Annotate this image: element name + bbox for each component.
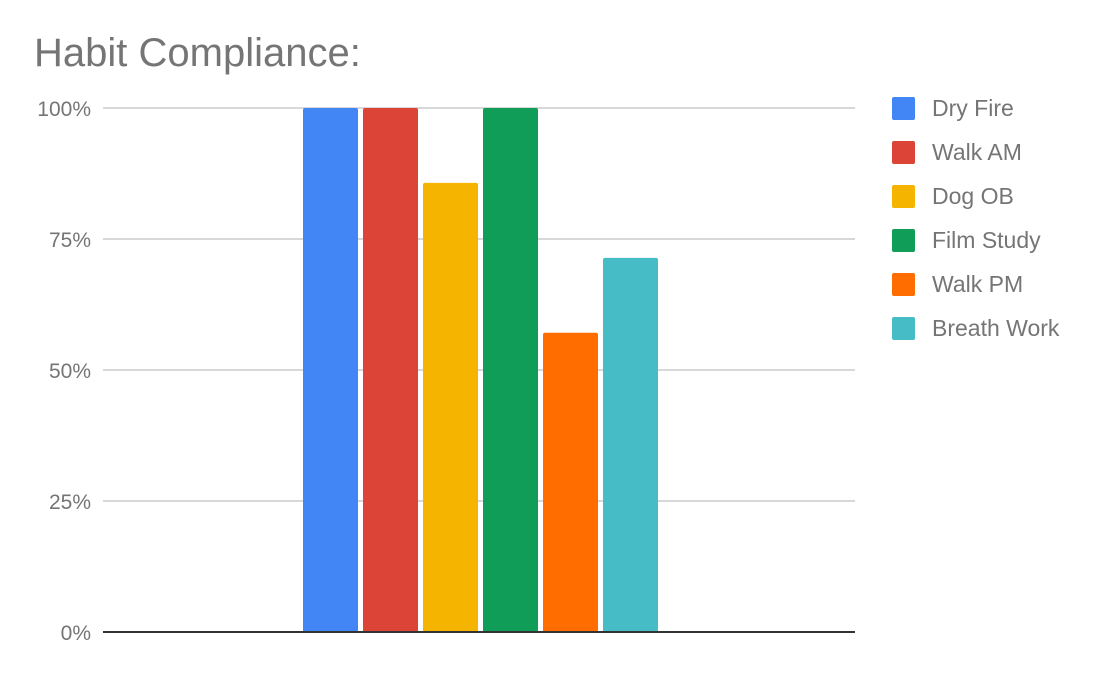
bar-walk-pm xyxy=(543,332,598,632)
y-tick-label: 50% xyxy=(49,360,91,383)
chart-title: Habit Compliance: xyxy=(34,31,361,75)
bar-dry-fire xyxy=(303,108,358,632)
legend-swatch xyxy=(892,229,915,252)
grid-layer: 0% 25% 50% 75% 100% xyxy=(37,98,855,645)
legend-label: Dog OB xyxy=(932,183,1014,209)
bar-breath-work xyxy=(603,257,658,632)
legend-item: Dog OB xyxy=(892,183,1014,209)
y-tick-label: 0% xyxy=(61,622,91,645)
legend-item: Dry Fire xyxy=(892,95,1014,121)
legend-swatch xyxy=(892,97,915,120)
legend-swatch xyxy=(892,273,915,296)
legend-label: Film Study xyxy=(932,227,1041,253)
legend-item: Walk AM xyxy=(892,139,1022,165)
y-tick-label: 100% xyxy=(37,98,91,121)
bar-walk-am xyxy=(363,108,418,632)
legend-item: Film Study xyxy=(892,227,1041,253)
bar-film-study xyxy=(483,108,538,632)
legend-swatch xyxy=(892,141,915,164)
y-tick-label: 75% xyxy=(49,229,91,252)
legend-item: Walk PM xyxy=(892,271,1023,297)
legend-swatch xyxy=(892,185,915,208)
legend-swatch xyxy=(892,317,915,340)
legend-label: Walk AM xyxy=(932,139,1022,165)
bars-layer xyxy=(103,108,855,633)
bar-dog-ob xyxy=(423,182,478,632)
legend: Dry Fire Walk AM Dog OB Film Study Walk PM Br… xyxy=(892,95,1060,341)
y-tick-label: 25% xyxy=(49,491,91,514)
legend-label: Breath Work xyxy=(932,315,1060,341)
legend-label: Dry Fire xyxy=(932,95,1014,121)
legend-item: Breath Work xyxy=(892,315,1060,341)
legend-label: Walk PM xyxy=(932,271,1023,297)
